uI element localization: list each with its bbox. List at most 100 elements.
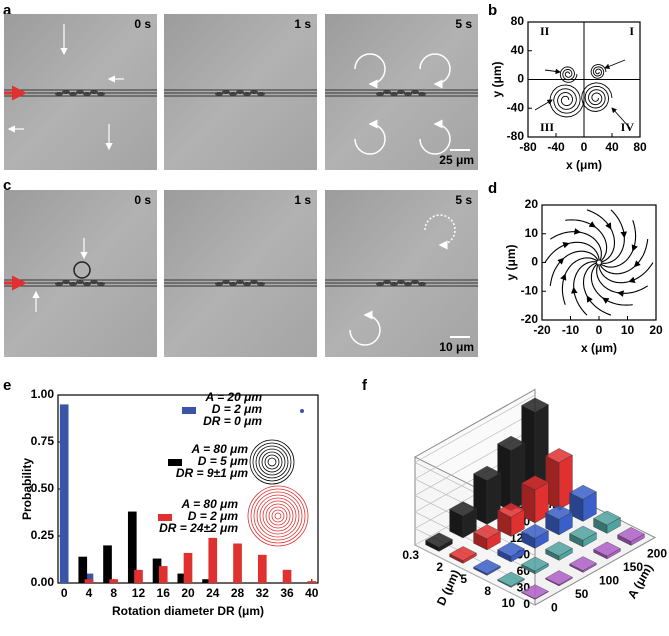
streamline bbox=[596, 264, 619, 294]
rotation-arrow bbox=[349, 310, 381, 346]
streamline bbox=[594, 226, 608, 262]
x-tick-label: 0 bbox=[581, 140, 588, 154]
a-tick-label: 50 bbox=[575, 587, 589, 601]
bar-3d-top bbox=[497, 571, 525, 587]
trajectory bbox=[559, 66, 578, 83]
y-tick-label: 40 bbox=[511, 43, 525, 57]
debris bbox=[97, 282, 105, 286]
bar-3d-top bbox=[449, 546, 477, 561]
y-tick-label: 1.00 bbox=[31, 387, 55, 401]
legend-icon bbox=[247, 485, 309, 547]
y-tick-label: 0.75 bbox=[31, 434, 55, 448]
legend-label: DR = 9±1 μm bbox=[176, 466, 249, 480]
y-tick-label: 0 bbox=[517, 72, 524, 86]
x-tick-label: -80 bbox=[519, 140, 537, 154]
x-axis-label: x (μm) bbox=[581, 341, 617, 355]
bar bbox=[233, 543, 242, 583]
bar-3d-top bbox=[569, 556, 597, 571]
streamline bbox=[617, 285, 648, 297]
a-tick-label: 0 bbox=[551, 600, 558, 614]
legend-label: D = 5 μm bbox=[198, 454, 249, 468]
bar bbox=[158, 566, 168, 583]
bar-3d-top bbox=[473, 559, 501, 574]
a-tick-label: 100 bbox=[599, 573, 619, 587]
debris bbox=[222, 90, 230, 94]
debris bbox=[397, 90, 405, 94]
x-tick-label: 0 bbox=[61, 586, 68, 600]
bar bbox=[177, 573, 187, 583]
debris bbox=[390, 282, 398, 286]
z-tick-label: 0 bbox=[523, 597, 530, 611]
legend-icon bbox=[249, 439, 295, 485]
x-tick-label: 0 bbox=[596, 323, 603, 337]
y-axis-label: y (μm) bbox=[490, 61, 504, 97]
legend-icon bbox=[264, 454, 280, 470]
x-tick-label: 80 bbox=[633, 140, 647, 154]
legend-icon bbox=[255, 445, 289, 479]
scale-bar-label: 25 μm bbox=[439, 153, 474, 167]
trajectory-arrow bbox=[611, 107, 631, 129]
y-tick-label: -10 bbox=[521, 283, 539, 297]
x-axis-label: Rotation diameter DR (μm) bbox=[112, 604, 264, 618]
y-tick-label: 20 bbox=[525, 197, 539, 211]
debris bbox=[62, 90, 70, 94]
bar bbox=[127, 511, 137, 583]
legend-label: DR = 24±2 μm bbox=[159, 521, 238, 535]
debris bbox=[83, 282, 91, 286]
y-tick-label: 0 bbox=[531, 255, 538, 269]
bar-3d-top bbox=[497, 502, 525, 518]
y-tick-label: 0.50 bbox=[31, 481, 55, 495]
debris bbox=[215, 282, 223, 286]
quadrant-label: IV bbox=[621, 120, 635, 134]
bar bbox=[152, 558, 162, 583]
bar bbox=[282, 569, 292, 583]
debris bbox=[236, 280, 244, 284]
bar bbox=[307, 581, 317, 583]
time-label: 5 s bbox=[455, 193, 472, 207]
a-tick-label: 200 bbox=[647, 546, 667, 560]
bar bbox=[103, 545, 112, 583]
legend-label: DR = 0 μm bbox=[203, 414, 262, 428]
legend-label: D = 2 μm bbox=[188, 509, 239, 523]
debris bbox=[404, 282, 412, 286]
bar bbox=[109, 579, 119, 583]
panel-letter: b bbox=[488, 2, 497, 19]
bar bbox=[84, 573, 94, 583]
micrograph bbox=[164, 190, 317, 357]
panel-letter: d bbox=[488, 180, 497, 197]
bar-3d-top bbox=[593, 541, 621, 557]
streamline bbox=[544, 242, 570, 263]
time-label: 5 s bbox=[455, 17, 472, 31]
debris bbox=[229, 282, 237, 286]
bar-3d-top bbox=[545, 448, 573, 463]
debris bbox=[411, 280, 419, 284]
trajectory-arrow bbox=[544, 68, 561, 75]
streamline bbox=[568, 241, 600, 261]
bar-3d-top bbox=[545, 541, 573, 557]
debris bbox=[215, 92, 223, 96]
legend-icon bbox=[265, 503, 291, 529]
legend-icon bbox=[300, 409, 304, 413]
legend-label: A = 20 μm bbox=[205, 390, 263, 404]
bar-3d-top bbox=[521, 397, 549, 413]
bar-3d-top bbox=[617, 527, 645, 542]
d-tick-label: 2 bbox=[436, 560, 443, 574]
x-tick-label: 12 bbox=[132, 586, 146, 600]
x-tick-label: -10 bbox=[562, 323, 580, 337]
streamline bbox=[631, 220, 638, 252]
legend-icon bbox=[256, 494, 300, 538]
streamline bbox=[563, 250, 599, 261]
streamline bbox=[573, 261, 598, 288]
debris bbox=[383, 90, 391, 94]
streamline bbox=[550, 228, 581, 240]
streamline bbox=[600, 237, 625, 264]
streamline bbox=[586, 295, 612, 316]
trajectory-arrow bbox=[534, 99, 553, 111]
x-tick-label: 32 bbox=[256, 586, 270, 600]
debris bbox=[376, 282, 384, 286]
y-tick-label: -20 bbox=[521, 312, 539, 326]
legend-icon bbox=[262, 500, 294, 532]
panel-letter: e bbox=[3, 377, 11, 394]
micrograph bbox=[325, 190, 478, 357]
x-tick-label: 4 bbox=[86, 586, 93, 600]
